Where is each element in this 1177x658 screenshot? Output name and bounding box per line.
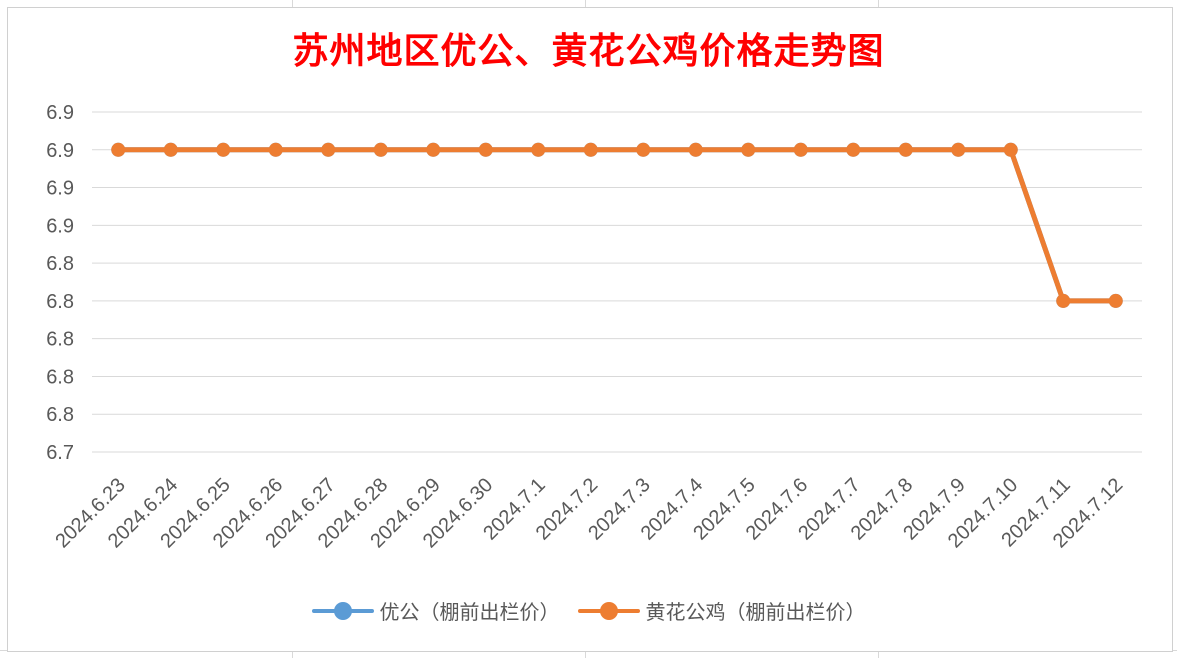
data-point[interactable] bbox=[846, 142, 861, 157]
data-point[interactable] bbox=[531, 142, 546, 157]
chart-area[interactable] bbox=[7, 7, 1173, 652]
data-point[interactable] bbox=[793, 142, 808, 157]
y-tick-label: 6.7 bbox=[46, 442, 74, 464]
x-axis-tick-labels: 2024.6.232024.6.242024.6.252024.6.262024… bbox=[51, 474, 1127, 552]
data-point[interactable] bbox=[163, 142, 178, 157]
legend-item-series-1[interactable]: 优公（棚前出栏价） bbox=[311, 596, 560, 625]
y-tick-label: 6.9 bbox=[46, 102, 74, 124]
series-lines bbox=[111, 142, 1123, 308]
data-point[interactable] bbox=[898, 142, 913, 157]
data-point[interactable] bbox=[951, 142, 966, 157]
data-point[interactable] bbox=[216, 142, 231, 157]
data-point[interactable] bbox=[111, 142, 126, 157]
data-point[interactable] bbox=[268, 142, 283, 157]
gridlines bbox=[92, 111, 1142, 453]
y-tick-label: 6.8 bbox=[46, 404, 74, 426]
series-line[interactable] bbox=[115, 147, 1119, 304]
y-tick-label: 6.9 bbox=[46, 140, 74, 162]
legend: 优公（棚前出栏价） 黄花公鸡（棚前出栏价） bbox=[0, 596, 1177, 625]
data-point[interactable] bbox=[1056, 293, 1071, 308]
data-point[interactable] bbox=[741, 142, 756, 157]
legend-swatch-icon bbox=[311, 599, 374, 623]
legend-label: 黄花公鸡（棚前出栏价） bbox=[645, 600, 866, 624]
legend-label: 优公（棚前出栏价） bbox=[379, 600, 560, 624]
y-tick-label: 6.8 bbox=[46, 253, 74, 275]
data-point[interactable] bbox=[478, 142, 493, 157]
data-point[interactable] bbox=[583, 142, 598, 157]
data-point[interactable] bbox=[688, 142, 703, 157]
data-point[interactable] bbox=[1003, 142, 1018, 157]
chart-title: 苏州地区优公、黄花公鸡价格走势图 bbox=[292, 30, 885, 72]
data-point[interactable] bbox=[1108, 293, 1123, 308]
y-tick-label: 6.8 bbox=[46, 329, 74, 351]
y-axis-tick-labels: 6.7 6.8 6.8 6.8 6.8 6.8 6.9 6.9 6.9 6.9 bbox=[46, 102, 74, 464]
y-tick-label: 6.8 bbox=[46, 366, 74, 388]
y-tick-label: 6.9 bbox=[46, 178, 74, 200]
series-2 bbox=[111, 142, 1123, 308]
y-tick-label: 6.9 bbox=[46, 215, 74, 237]
legend-swatch-icon bbox=[577, 599, 640, 623]
legend-item-series-2[interactable]: 黄花公鸡（棚前出栏价） bbox=[577, 596, 866, 625]
data-point[interactable] bbox=[321, 142, 336, 157]
data-point[interactable] bbox=[373, 142, 388, 157]
y-tick-label: 6.8 bbox=[46, 291, 74, 313]
data-point[interactable] bbox=[426, 142, 441, 157]
data-point[interactable] bbox=[636, 142, 651, 157]
